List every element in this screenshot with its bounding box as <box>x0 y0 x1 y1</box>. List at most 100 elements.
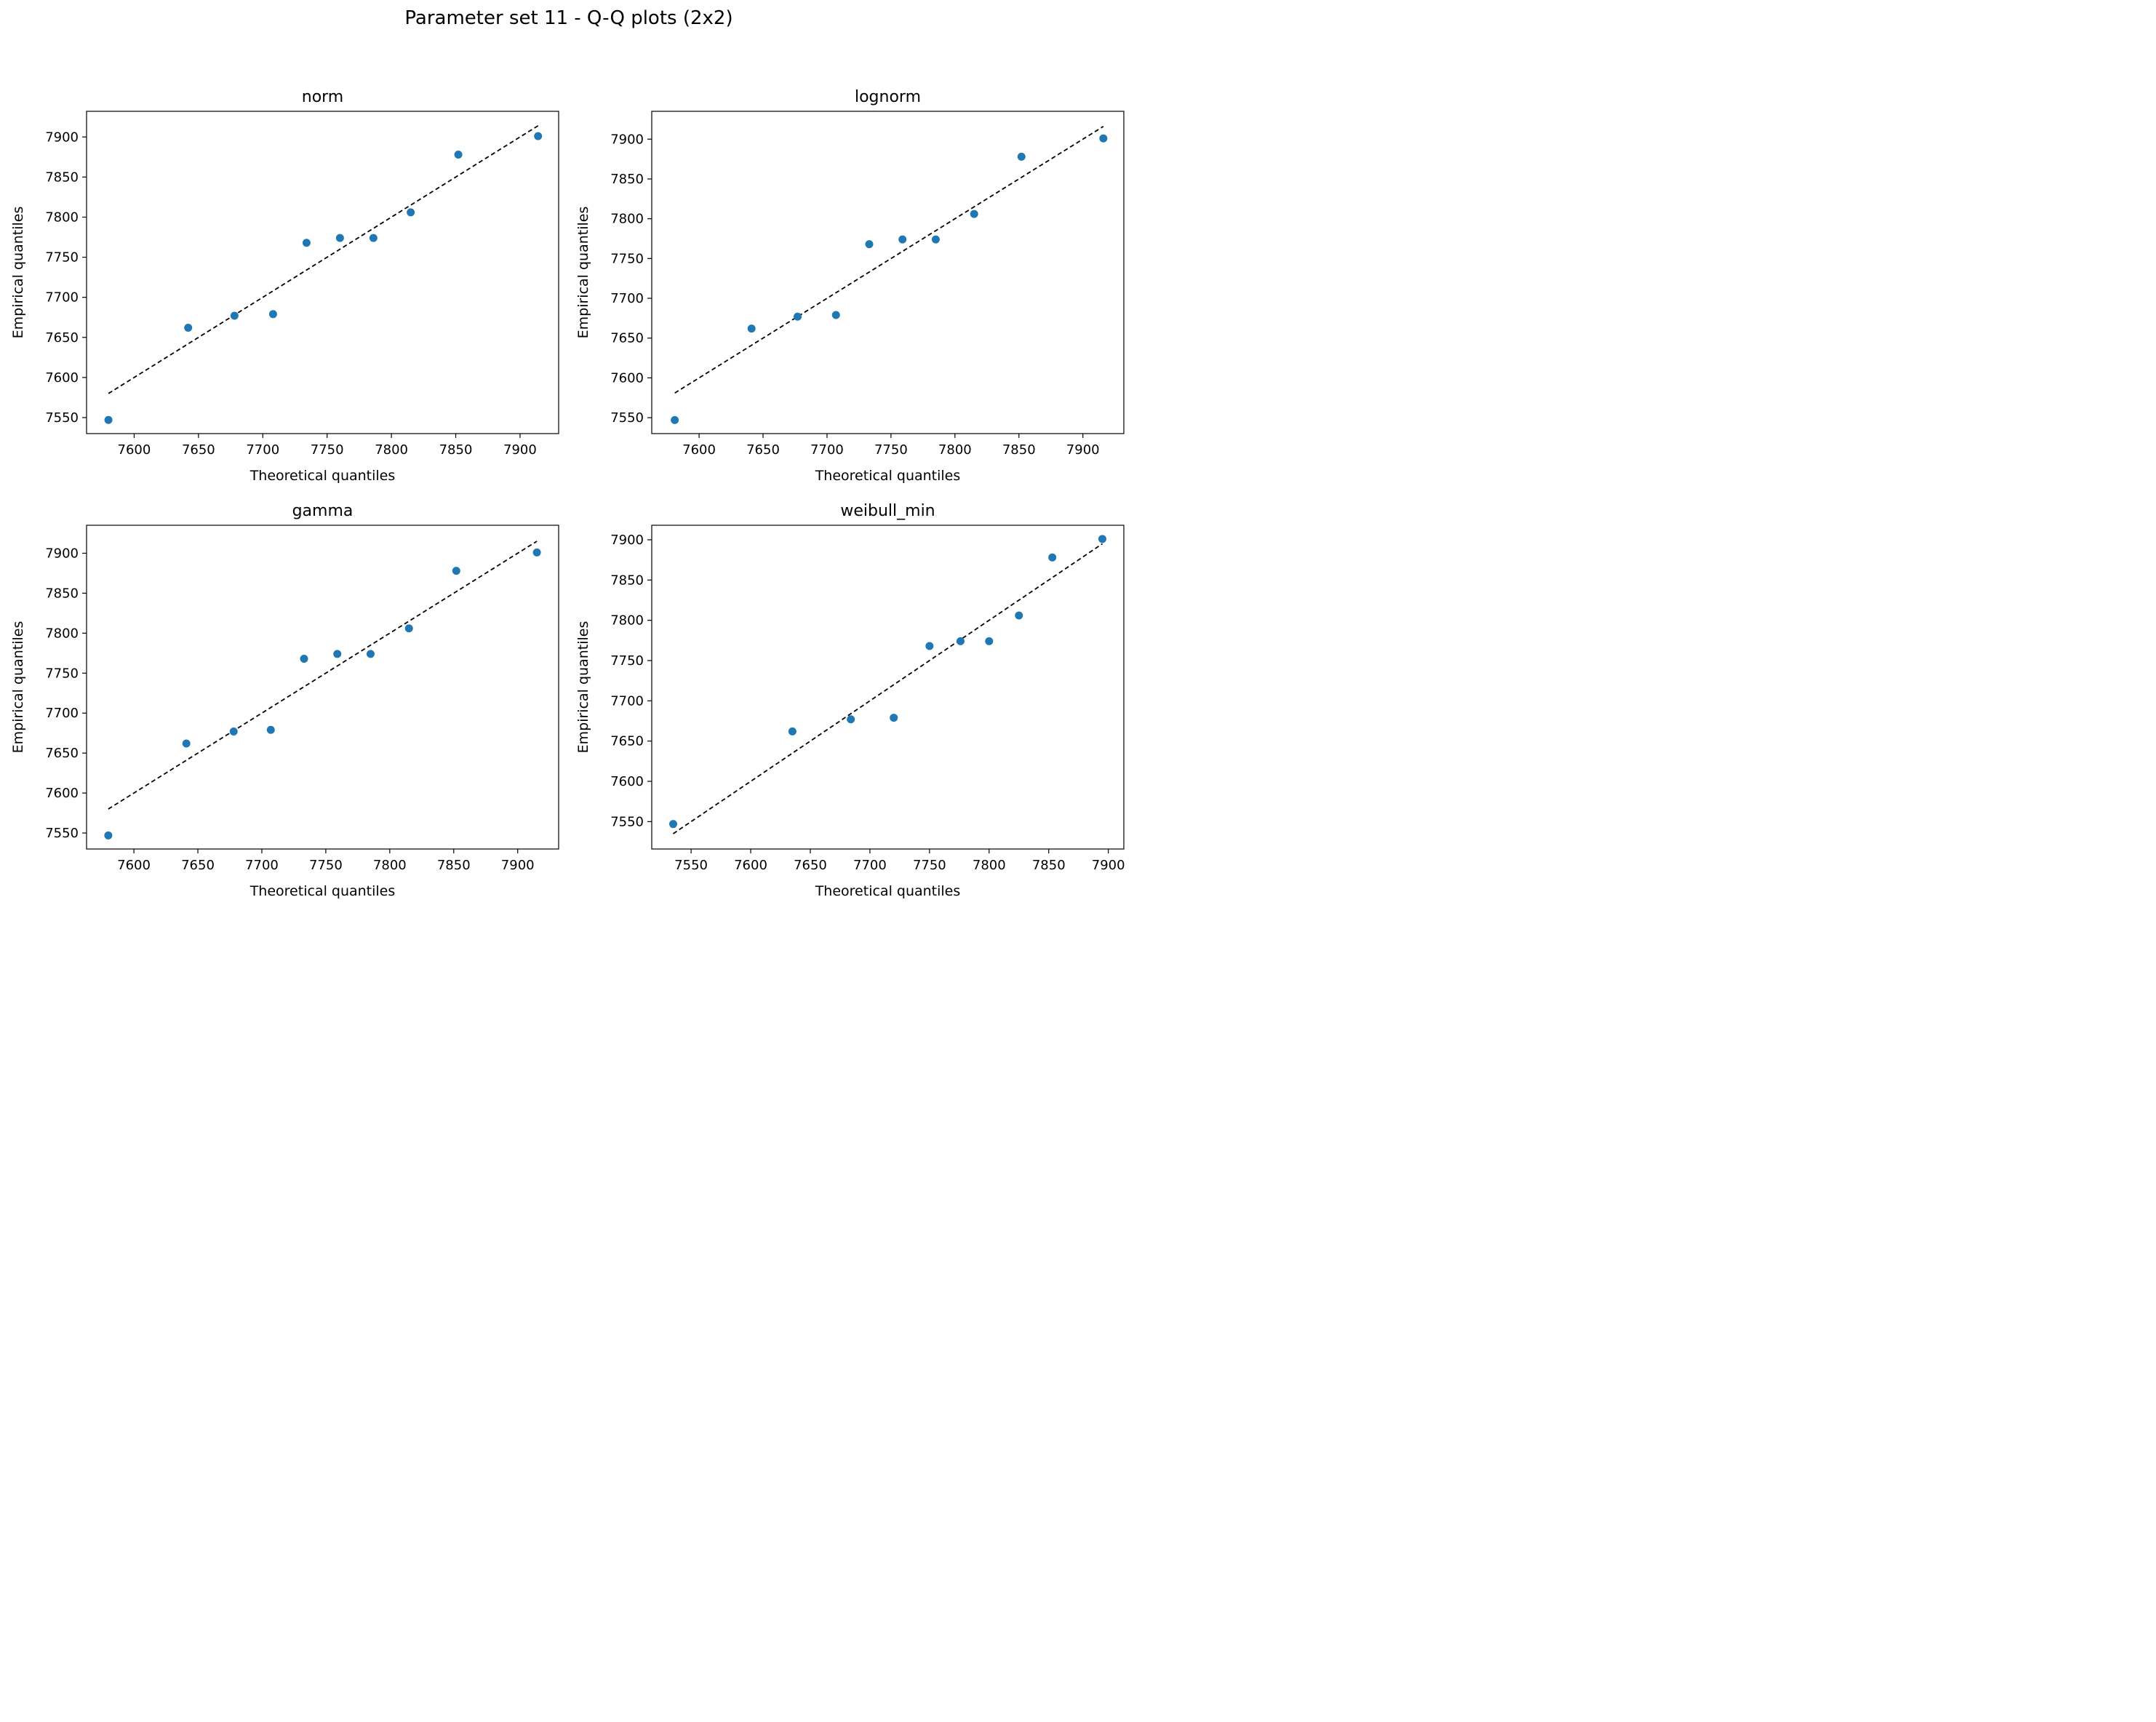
x-tick-label: 7650 <box>746 442 780 458</box>
data-point <box>230 311 239 320</box>
reference-line <box>108 541 538 810</box>
data-point <box>1048 553 1057 562</box>
reference-line <box>672 543 1103 834</box>
data-point <box>847 715 855 724</box>
y-tick-label: 7900 <box>45 546 79 561</box>
subplot-title: norm <box>302 88 344 106</box>
data-point <box>404 624 413 633</box>
y-tick-label: 7850 <box>45 586 79 601</box>
subplot-weibull_min: weibull_min 7550 7600 7650 7700 7750 7800 7850 7… <box>575 502 1125 899</box>
y-tick-label: 7750 <box>45 666 79 681</box>
y-tick-label: 7800 <box>610 212 644 227</box>
data-point <box>182 739 191 748</box>
x-tick-label: 7900 <box>1092 858 1125 873</box>
data-point <box>788 727 796 736</box>
y-tick-label: 7550 <box>610 410 644 426</box>
data-point <box>366 650 375 658</box>
data-point <box>407 208 415 217</box>
subplot-lognorm: lognorm 7600 7650 7700 7750 7800 7850 7900 7550 7… <box>575 88 1125 484</box>
x-tick-label: 7850 <box>439 442 473 458</box>
x-tick-label: 7900 <box>503 442 537 458</box>
y-tick-label: 7700 <box>610 693 644 709</box>
x-tick-label: 7600 <box>117 858 151 873</box>
data-point <box>532 548 541 557</box>
data-point <box>931 235 940 244</box>
x-axis-label: Theoretical quantiles <box>815 883 961 899</box>
x-tick-label: 7600 <box>118 442 151 458</box>
data-point <box>865 240 874 249</box>
data-point <box>229 727 238 736</box>
y-axis-label: Empirical quantiles <box>575 621 591 754</box>
x-tick-label: 7850 <box>1032 858 1066 873</box>
y-tick-label: 7750 <box>610 653 644 669</box>
x-tick-label: 7650 <box>182 442 215 458</box>
data-point <box>335 234 344 242</box>
data-point <box>104 831 113 840</box>
x-tick-label: 7800 <box>373 858 407 873</box>
data-point <box>794 312 802 321</box>
y-tick-label: 7900 <box>610 533 644 548</box>
y-tick-label: 7800 <box>610 613 644 629</box>
data-point <box>452 567 460 575</box>
y-tick-label: 7600 <box>610 774 644 789</box>
subplot-title: weibull_min <box>840 502 935 520</box>
data-point <box>671 415 679 424</box>
y-tick-label: 7600 <box>610 370 644 386</box>
y-tick-label: 7850 <box>610 573 644 588</box>
data-point <box>970 210 978 218</box>
reference-line <box>108 125 539 394</box>
y-tick-label: 7700 <box>45 706 79 721</box>
data-point <box>1098 535 1106 543</box>
y-tick-label: 7750 <box>610 251 644 266</box>
data-point <box>985 637 994 645</box>
data-point <box>669 820 677 829</box>
figure-title: Parameter set 11 - Q-Q plots (2x2) <box>404 7 733 29</box>
y-axis-label: Empirical quantiles <box>10 621 26 754</box>
data-point <box>333 650 342 658</box>
y-tick-label: 7550 <box>45 826 79 841</box>
data-point <box>534 132 543 140</box>
x-axis-label: Theoretical quantiles <box>815 468 961 484</box>
data-point <box>104 415 113 424</box>
x-tick-label: 7850 <box>1002 442 1036 458</box>
x-tick-label: 7850 <box>437 858 471 873</box>
y-tick-label: 7800 <box>45 626 79 641</box>
y-tick-label: 7750 <box>45 250 79 266</box>
subplot-norm: norm 7600 7650 7700 7750 7800 7850 7900 7550 7600… <box>10 88 559 484</box>
x-tick-label: 7900 <box>1066 442 1100 458</box>
x-tick-label: 7750 <box>311 442 344 458</box>
y-tick-label: 7650 <box>610 734 644 749</box>
y-tick-label: 7650 <box>45 330 79 346</box>
axes-frame <box>86 525 559 850</box>
data-point <box>898 235 907 244</box>
subplot-title: gamma <box>292 502 354 520</box>
data-point <box>747 324 756 333</box>
y-tick-label: 7600 <box>45 370 79 386</box>
data-point <box>300 654 308 663</box>
y-tick-label: 7600 <box>45 786 79 801</box>
data-point <box>890 714 898 722</box>
y-tick-label: 7800 <box>45 210 79 225</box>
y-tick-label: 7900 <box>45 129 79 145</box>
data-point <box>454 151 463 159</box>
x-axis-label: Theoretical quantiles <box>249 883 396 899</box>
y-tick-label: 7650 <box>45 746 79 761</box>
axes-frame <box>86 111 559 434</box>
data-point <box>831 311 840 319</box>
data-point <box>268 310 277 319</box>
qq-plot-figure: norm 7600 7650 7700 7750 7800 7850 7900 7550 7600… <box>10 88 1125 899</box>
x-tick-label: 7750 <box>913 858 946 873</box>
x-tick-label: 7800 <box>375 442 408 458</box>
y-tick-label: 7550 <box>610 814 644 829</box>
x-tick-label: 7650 <box>181 858 215 873</box>
data-point <box>184 324 193 332</box>
x-tick-label: 7600 <box>734 858 767 873</box>
y-tick-label: 7850 <box>610 172 644 187</box>
data-point <box>302 239 311 247</box>
data-point <box>369 234 378 242</box>
x-tick-label: 7750 <box>309 858 343 873</box>
y-axis-label: Empirical quantiles <box>10 207 26 339</box>
x-tick-label: 7700 <box>246 442 279 458</box>
y-tick-label: 7700 <box>610 291 644 306</box>
data-point <box>266 725 275 734</box>
